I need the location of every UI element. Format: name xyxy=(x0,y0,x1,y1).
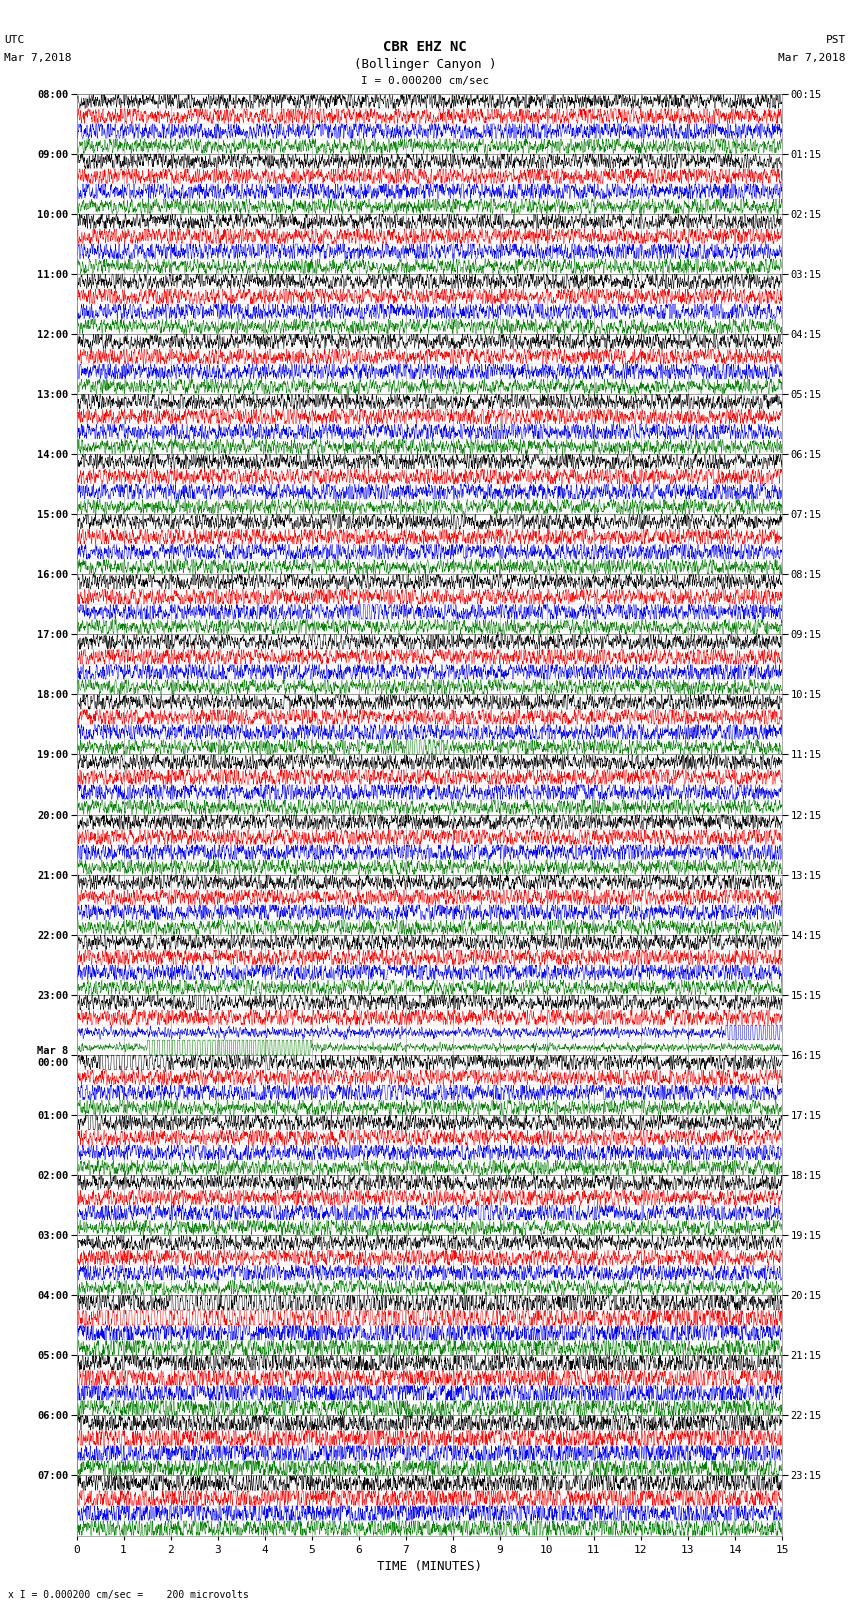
Text: PST: PST xyxy=(825,35,846,45)
X-axis label: TIME (MINUTES): TIME (MINUTES) xyxy=(377,1560,482,1573)
Text: (Bollinger Canyon ): (Bollinger Canyon ) xyxy=(354,58,496,71)
Text: Mar 7,2018: Mar 7,2018 xyxy=(779,53,846,63)
Text: x I = 0.000200 cm/sec =    200 microvolts: x I = 0.000200 cm/sec = 200 microvolts xyxy=(8,1590,249,1600)
Text: CBR EHZ NC: CBR EHZ NC xyxy=(383,40,467,55)
Text: Mar 7,2018: Mar 7,2018 xyxy=(4,53,71,63)
Text: UTC: UTC xyxy=(4,35,25,45)
Text: I = 0.000200 cm/sec: I = 0.000200 cm/sec xyxy=(361,76,489,85)
